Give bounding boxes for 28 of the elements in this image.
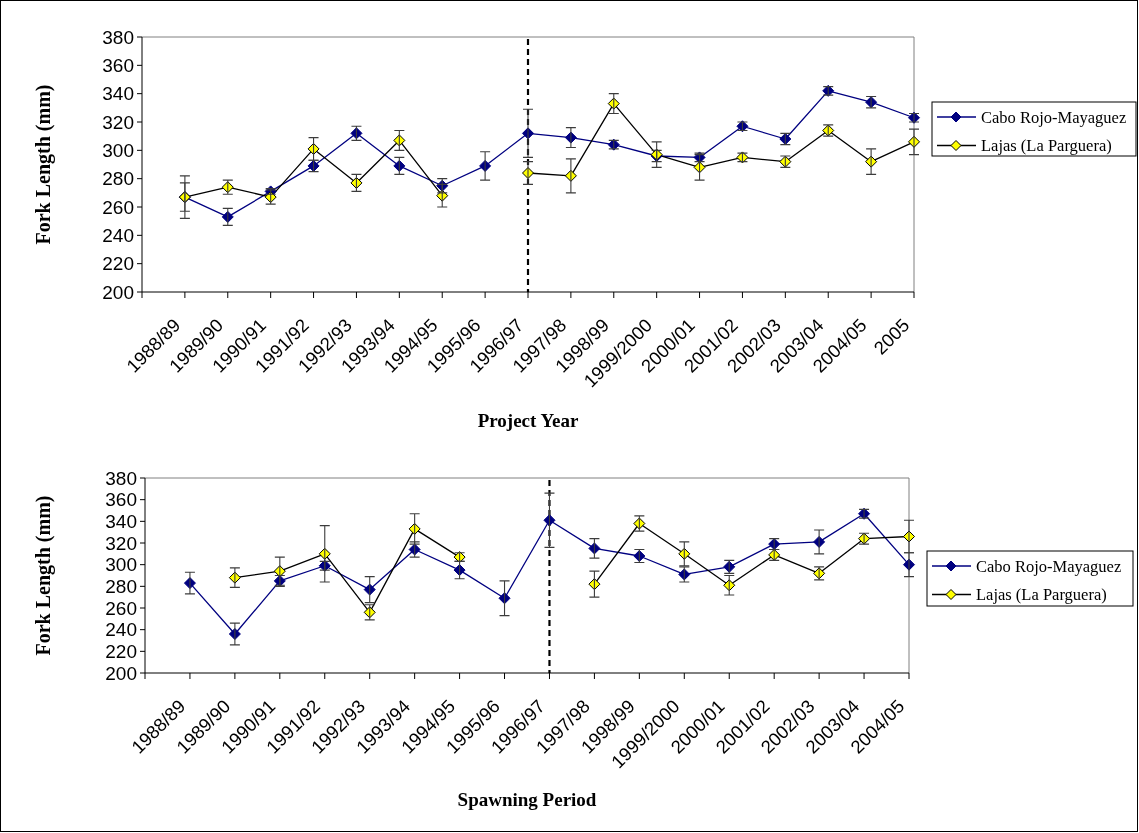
x-axis-title: Project Year bbox=[477, 410, 579, 431]
y-axis-title: Fork Length (mm) bbox=[32, 84, 55, 245]
y-tick-label: 260 bbox=[102, 196, 134, 218]
y-tick-label: 300 bbox=[102, 139, 134, 161]
y-tick-label: 340 bbox=[102, 83, 134, 105]
y-axis-title: Fork Length (mm) bbox=[32, 495, 55, 656]
legend-label: Lajas (La Parguera) bbox=[981, 136, 1112, 156]
y-tick-label: 380 bbox=[102, 26, 134, 48]
y-tick-label: 340 bbox=[105, 510, 137, 532]
legend-label: Cabo Rojo-Mayaguez bbox=[981, 107, 1127, 127]
x-axis-title: Spawning Period bbox=[457, 789, 597, 810]
y-tick-label: 220 bbox=[105, 640, 137, 662]
y-tick-label: 300 bbox=[105, 554, 137, 576]
y-tick-label: 320 bbox=[105, 532, 137, 554]
y-tick-label: 240 bbox=[105, 619, 137, 641]
legend-label: Lajas (La Parguera) bbox=[976, 585, 1107, 605]
y-tick-label: 260 bbox=[105, 597, 137, 619]
y-tick-label: 280 bbox=[102, 168, 134, 190]
y-tick-label: 380 bbox=[105, 467, 137, 489]
y-tick-label: 220 bbox=[102, 253, 134, 275]
y-tick-label: 200 bbox=[105, 662, 137, 684]
y-tick-label: 240 bbox=[102, 224, 134, 246]
legend-label: Cabo Rojo-Mayaguez bbox=[976, 556, 1122, 576]
y-tick-label: 280 bbox=[105, 575, 137, 597]
y-tick-label: 320 bbox=[102, 111, 134, 133]
y-tick-label: 360 bbox=[105, 489, 137, 511]
y-tick-label: 360 bbox=[102, 54, 134, 76]
y-tick-label: 200 bbox=[102, 281, 134, 303]
